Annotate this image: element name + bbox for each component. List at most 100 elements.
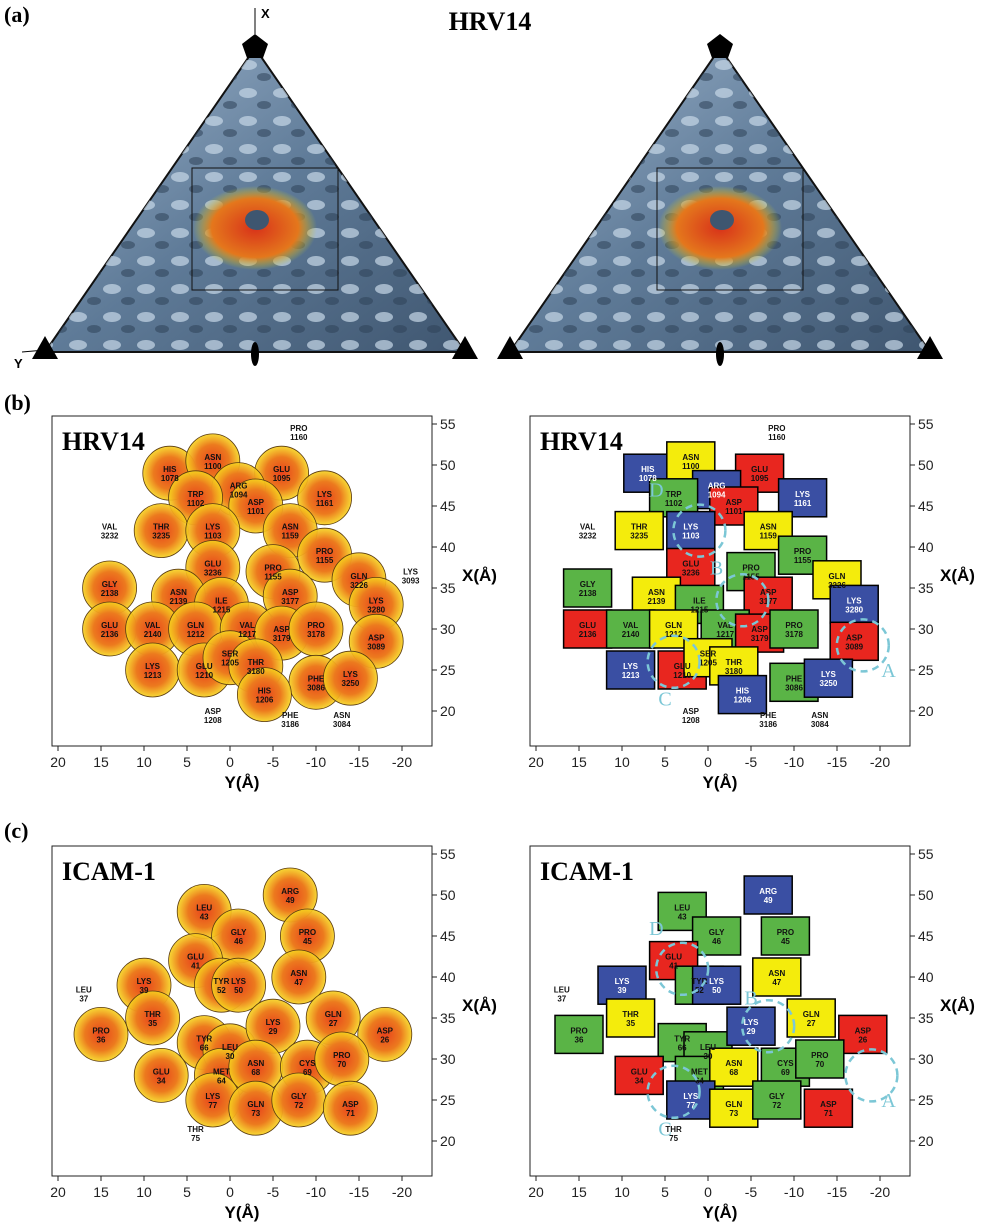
residue-number: 47 — [772, 978, 781, 987]
x-tick-label: -20 — [392, 1184, 412, 1200]
residue-name: PRO — [316, 547, 333, 556]
figure: (a) HRV14 XY (b) (c) PRO1160HIS1078ASN11… — [0, 0, 981, 1227]
residue-name: PRO — [264, 564, 281, 573]
plot-title: HRV14 — [540, 427, 623, 456]
residue-name: LYS — [137, 977, 152, 986]
residue-number: 3084 — [333, 720, 351, 729]
plot-title: ICAM-1 — [62, 857, 156, 886]
residue-name: ASP — [205, 707, 222, 716]
residue-number: 3186 — [281, 720, 299, 729]
residue-name: ASN — [648, 588, 665, 597]
residue-label: GLU2136 — [579, 621, 597, 639]
residue-name: GLU — [187, 953, 204, 962]
residue-number: 2138 — [579, 589, 597, 598]
residue-number: 72 — [294, 1101, 303, 1110]
residue-name: ASP — [855, 1026, 872, 1035]
residue-number: 1210 — [195, 671, 213, 680]
x-axis-label: Y(Å) — [225, 773, 260, 792]
residue-number: 1155 — [316, 556, 334, 565]
site-label: D — [649, 480, 663, 502]
residue-label: ASP1208 — [682, 707, 700, 725]
residue-name: ASP — [377, 1026, 394, 1035]
residue-name: PRO — [299, 928, 316, 937]
x-tick-label: -10 — [784, 754, 804, 770]
x-tick-label: 5 — [661, 754, 669, 770]
residue-number: 1213 — [144, 671, 162, 680]
residue-name: TYR — [213, 977, 229, 986]
residue-number: 2139 — [648, 597, 666, 606]
residue-name: ASN — [768, 969, 785, 978]
residue-number: 39 — [618, 986, 627, 995]
residue-name: LYS — [744, 1018, 759, 1027]
y-tick-label: 40 — [440, 539, 456, 555]
residue-number: 36 — [575, 1035, 584, 1044]
residue-number: 34 — [635, 1076, 644, 1085]
residue-name: LYS — [881, 568, 896, 577]
residue-number: 30 — [704, 1052, 713, 1061]
residue-name: TRP — [666, 490, 683, 499]
x-tick-label: 5 — [183, 1184, 191, 1200]
residue-number: 3236 — [204, 569, 222, 578]
residue-number: 70 — [337, 1060, 346, 1069]
roadmap-plot: PRO1160HIS1078ASN1100GLU1095ARG1094LYS11… — [528, 416, 975, 792]
residue-label: GLU3236 — [204, 560, 222, 578]
residue-name: GLN — [665, 621, 682, 630]
residue-number: 73 — [729, 1109, 738, 1118]
residue-name: GLU — [751, 465, 768, 474]
y-tick-label: 20 — [918, 1133, 934, 1149]
residue-name: LYS — [343, 670, 358, 679]
residue-label: GLU1210 — [673, 662, 691, 680]
residue-name: PRO — [307, 621, 324, 630]
residue-number: 1155 — [264, 573, 282, 582]
y-tick-label: 50 — [440, 887, 456, 903]
y-axis-label: X(Å) — [462, 566, 497, 585]
plot-title: ICAM-1 — [540, 857, 634, 886]
residue-name: LYS — [683, 523, 698, 532]
residue-name: GLN — [325, 1010, 342, 1019]
residue-label: GLN3226 — [350, 572, 368, 590]
residue-number: 27 — [807, 1019, 816, 1028]
residue-label: GLN1212 — [187, 621, 205, 639]
residue-name: GLY — [291, 1092, 307, 1101]
residue-label: PHE3086 — [785, 674, 803, 692]
y-tick-label: 50 — [918, 457, 934, 473]
residue-number: 1101 — [247, 507, 265, 516]
panel-label: (c) — [4, 818, 28, 843]
residue-name: HIS — [736, 687, 750, 696]
residue-name: ILE — [693, 596, 706, 605]
residue-number: 3232 — [579, 532, 597, 541]
y-tick-label: 20 — [440, 703, 456, 719]
fivefold-symbol — [242, 34, 268, 58]
residue-name: ASN — [247, 1059, 264, 1068]
residue-name: LEU — [76, 985, 92, 994]
y-tick-label: 35 — [918, 580, 934, 596]
residue-number: 2136 — [101, 630, 119, 639]
residue-name: HIS — [258, 687, 272, 696]
residue-number: 3089 — [367, 642, 385, 651]
x-axis-label: Y(Å) — [703, 773, 738, 792]
residue-name: ASN — [170, 588, 187, 597]
x-tick-label: -15 — [349, 754, 369, 770]
residue-name: PRO — [742, 564, 759, 573]
residue-number: 3084 — [811, 720, 829, 729]
residue-number: 29 — [269, 1027, 278, 1036]
y-axis-label: X(Å) — [940, 996, 975, 1015]
residue-number: 1160 — [768, 433, 786, 442]
residue-name: ARG — [230, 482, 248, 491]
residue-number: 1217 — [716, 630, 734, 639]
residue-name: GLY — [769, 1092, 785, 1101]
residue-number: 1161 — [316, 499, 334, 508]
residue-name: GLU — [153, 1067, 170, 1076]
residue-number: 1159 — [282, 532, 300, 541]
residue-number: 2136 — [579, 630, 597, 639]
y-tick-label: 35 — [440, 1010, 456, 1026]
residue-name: ASN — [204, 453, 221, 462]
x-tick-label: -15 — [349, 1184, 369, 1200]
y-tick-label: 30 — [440, 621, 456, 637]
residue-name: PHE — [308, 674, 325, 683]
residue-name: VAL — [145, 621, 161, 630]
residue-name: GLU — [674, 662, 691, 671]
residue-label: THR3235 — [630, 523, 648, 541]
residue-name: PRO — [92, 1026, 109, 1035]
